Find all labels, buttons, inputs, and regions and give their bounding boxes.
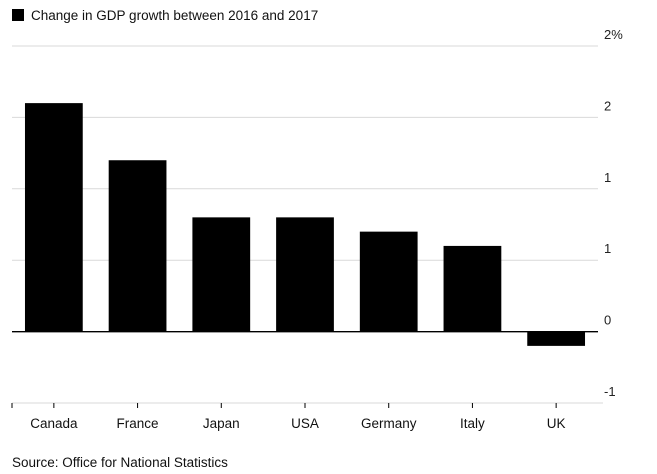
legend-label: Change in GDP growth between 2016 and 20… (31, 7, 319, 23)
bar-japan (192, 217, 251, 332)
x-category-label: USA (291, 416, 319, 431)
chart-legend: Change in GDP growth between 2016 and 20… (12, 6, 318, 24)
source-note: Source: Office for National Statistics (12, 455, 228, 470)
x-category-label: Italy (460, 416, 485, 431)
bar-italy (443, 245, 502, 332)
y-tick-label: 2 (604, 98, 611, 113)
y-tick-label: 1 (604, 170, 611, 185)
x-category-label: Canada (30, 416, 78, 431)
x-category-label: Japan (203, 416, 240, 431)
legend-swatch (12, 9, 24, 21)
y-tick-label: 1 (604, 241, 611, 256)
y-tick-label: 2% (604, 27, 623, 42)
bar-germany (359, 231, 418, 332)
bar-usa (276, 217, 334, 332)
x-category-label: UK (547, 416, 566, 431)
x-category-label: Germany (361, 416, 417, 431)
x-category-label: France (117, 416, 159, 431)
bar-canada (24, 103, 83, 332)
bar-france (108, 160, 167, 332)
y-tick-label: 0 (604, 313, 611, 328)
y-tick-label: -1 (604, 384, 616, 399)
bar-uk (527, 331, 586, 346)
